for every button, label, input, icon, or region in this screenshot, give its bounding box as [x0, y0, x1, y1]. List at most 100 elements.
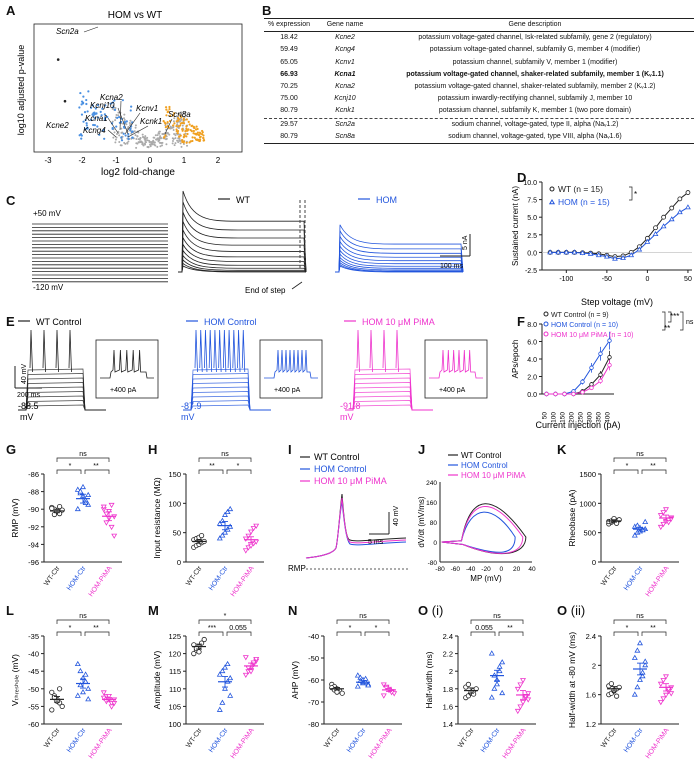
- volcano-point-ns: [137, 141, 140, 144]
- volcano-point-ns: [157, 138, 160, 141]
- gene-label-kcnv1: Kcnv1: [136, 104, 158, 113]
- data-point: [631, 654, 638, 660]
- spike: [194, 329, 198, 373]
- volcano-point-ns: [112, 104, 115, 107]
- significance-bracket: [641, 469, 667, 474]
- ap-traces-pima: [345, 329, 433, 411]
- volcano-point-up: [182, 122, 186, 125]
- data-point: [253, 523, 260, 529]
- volcano-point-up: [164, 106, 168, 109]
- volcano-point-ns: [114, 119, 117, 122]
- y-axis-label: Rheobase (pA): [567, 489, 577, 546]
- data-point: [250, 526, 257, 532]
- volcano-point-up: [177, 116, 180, 120]
- volcano-point-ns: [171, 126, 174, 129]
- data-point: [242, 548, 249, 554]
- data-point: [80, 689, 86, 695]
- data-point: [668, 216, 675, 222]
- x-tick-label: 100: [551, 412, 558, 423]
- data-point: [82, 499, 89, 505]
- spike: [241, 329, 246, 373]
- volcano-point-ns: [134, 126, 137, 129]
- expression-cell: 65.05: [280, 58, 298, 66]
- e-wt-label: WT Control: [36, 317, 81, 327]
- panel-k-rheobase: 0 500 1000 1500 Rheobase (pA) WT-Ctr HOM-Ctr HO…: [567, 451, 679, 598]
- i-legend-wt: WT Control: [314, 452, 359, 462]
- data-point: [103, 511, 110, 517]
- data-point: [222, 685, 228, 691]
- volcano-ylabel: log10 adjusted p-value: [16, 45, 26, 136]
- data-point: [555, 249, 562, 255]
- volcano-point-ns: [118, 141, 121, 144]
- data-point: [216, 535, 223, 541]
- volcano-point-down: [109, 102, 112, 105]
- data-point: [660, 678, 667, 684]
- data-point: [639, 673, 646, 679]
- y-axis-label: Half-width at -80 mV (ms): [567, 632, 577, 729]
- data-point: [491, 685, 498, 691]
- data-point: [103, 520, 110, 526]
- legend-label: HOM Control (n = 10): [551, 322, 618, 329]
- significance-label: *: [626, 625, 629, 632]
- inset-pima: [424, 339, 488, 399]
- volcano-point-ns: [151, 143, 154, 146]
- data-point: [563, 249, 570, 255]
- data-point: [56, 503, 63, 510]
- expression-cell: 29.57: [280, 120, 298, 128]
- panel-label-n: N: [288, 603, 298, 618]
- y-tick-label: -70: [308, 698, 319, 707]
- volcano-point-up: [175, 124, 178, 128]
- gene-label-scn2a: Scn2a: [56, 27, 79, 36]
- volcano-point-down: [80, 137, 83, 140]
- i-scale-x: 5 ms: [368, 539, 384, 546]
- volcano-point-down: [120, 136, 123, 139]
- volcano-point-down: [84, 118, 87, 122]
- y-axis-label: Vₜₕᵣₑₛₕₒₗₑ (mV): [10, 654, 20, 706]
- expression-cell: 18.42: [280, 34, 298, 42]
- y-tick-label: -60: [308, 676, 319, 685]
- current-trace: [178, 221, 307, 273]
- significance-bracket: [198, 619, 252, 624]
- y-tick-label: 2.5: [527, 233, 537, 240]
- y-tick-label: 0.0: [527, 392, 537, 399]
- data-point: [657, 700, 664, 706]
- significance-label: ns: [359, 613, 367, 620]
- spike: [395, 329, 399, 373]
- header-description: Gene description: [508, 21, 562, 28]
- y-tick-label: -92: [28, 523, 39, 532]
- data-point: [514, 708, 521, 715]
- significance-bracket: [84, 631, 110, 636]
- volcano-point-ns: [173, 117, 176, 120]
- data-point: [100, 504, 107, 510]
- y-tick-label: 50: [173, 529, 181, 538]
- significance-label: **: [209, 463, 215, 470]
- gene-table-row: 75.00 Kcnj10 potassium inwardly-rectifying…: [264, 93, 694, 105]
- data-point: [465, 681, 472, 688]
- volcano-point-ns: [146, 146, 149, 149]
- phase-loop: [441, 506, 524, 554]
- volcano-frame: [33, 23, 243, 153]
- significance-bracket: [613, 457, 667, 462]
- volcano-point-ns: [112, 136, 115, 139]
- y-tick-label: 240: [426, 480, 437, 487]
- volcano-point-up: [165, 108, 168, 111]
- panel-e: WT Control HOM Control HOM 10 μM PiMA 40…: [14, 317, 488, 422]
- group-label: WT-Ctr: [323, 727, 342, 750]
- significance-label: ns: [636, 451, 644, 458]
- volcano-point-up: [198, 139, 201, 142]
- x-tick-label: -20: [481, 566, 491, 573]
- gene-cell: Kcng4: [335, 46, 355, 54]
- x-tick-label: -40: [466, 566, 476, 573]
- volcano-xtick: 2: [216, 156, 221, 165]
- volcano-point-ns: [180, 145, 183, 148]
- panel-label-f: F: [517, 314, 525, 329]
- group-label: WT-Ctr: [185, 727, 204, 750]
- data-point: [245, 545, 252, 551]
- volcano-point-ns: [138, 138, 141, 141]
- volcano-point-up: [163, 121, 166, 124]
- data-point: [488, 694, 495, 700]
- data-point: [196, 649, 202, 655]
- significance-bracket: [613, 631, 639, 636]
- data-point: [587, 250, 594, 256]
